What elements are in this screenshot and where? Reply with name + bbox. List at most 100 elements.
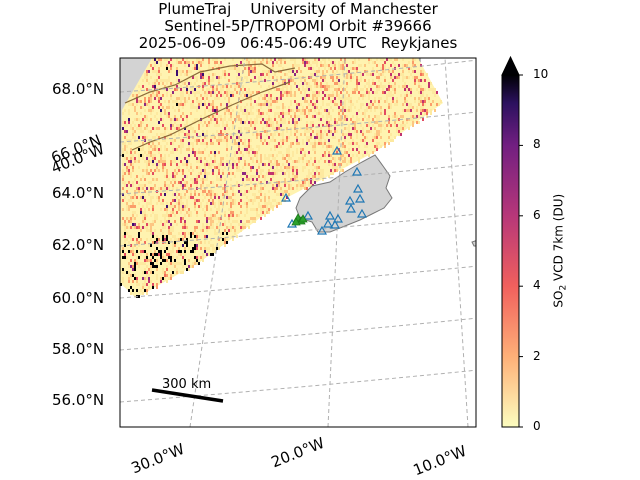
swath-pixel bbox=[208, 184, 210, 187]
swath-pixel bbox=[142, 250, 144, 253]
swath-pixel bbox=[166, 115, 168, 118]
swath-pixel bbox=[142, 292, 144, 295]
swath-pixel bbox=[416, 106, 418, 109]
swath-pixel bbox=[192, 181, 194, 184]
swath-pixel bbox=[130, 103, 132, 106]
swath-pixel bbox=[272, 205, 274, 208]
swath-pixel bbox=[176, 163, 178, 166]
swath-pixel bbox=[384, 64, 386, 67]
swath-pixel bbox=[394, 115, 396, 118]
swath-pixel bbox=[132, 196, 134, 199]
swath-pixel bbox=[178, 106, 180, 109]
swath-pixel bbox=[234, 151, 236, 154]
swath-pixel bbox=[292, 154, 294, 157]
swath-pixel bbox=[212, 193, 214, 196]
swath-pixel bbox=[246, 94, 248, 97]
swath-pixel bbox=[334, 73, 336, 76]
swath-pixel bbox=[294, 121, 296, 124]
swath-pixel bbox=[140, 130, 142, 133]
swath-pixel bbox=[176, 172, 178, 175]
swath-pixel bbox=[258, 79, 260, 82]
swath-pixel bbox=[132, 244, 134, 247]
swath-pixel bbox=[214, 64, 216, 67]
swath-pixel bbox=[248, 163, 250, 166]
swath-pixel bbox=[158, 67, 160, 70]
swath-pixel bbox=[288, 94, 290, 97]
swath-pixel bbox=[188, 169, 190, 172]
swath-pixel bbox=[284, 58, 286, 61]
swath-pixel bbox=[424, 100, 426, 103]
swath-pixel bbox=[156, 235, 158, 238]
swath-pixel bbox=[296, 151, 298, 154]
swath-pixel bbox=[326, 118, 328, 121]
swath-pixel bbox=[180, 217, 182, 220]
swath-pixel bbox=[150, 94, 152, 97]
swath-pixel bbox=[360, 88, 362, 91]
swath-pixel bbox=[156, 73, 158, 76]
swath-pixel bbox=[284, 139, 286, 142]
swath-pixel bbox=[302, 58, 304, 61]
swath-pixel bbox=[402, 76, 404, 79]
swath-pixel bbox=[368, 106, 370, 109]
swath-pixel bbox=[300, 118, 302, 121]
swath-pixel bbox=[196, 109, 198, 112]
swath-pixel bbox=[142, 154, 144, 157]
swath-pixel bbox=[198, 139, 200, 142]
swath-pixel bbox=[272, 175, 274, 178]
swath-pixel bbox=[270, 88, 272, 91]
swath-pixel bbox=[302, 181, 304, 184]
swath-pixel bbox=[258, 148, 260, 151]
swath-pixel bbox=[166, 259, 168, 262]
swath-pixel bbox=[368, 85, 370, 88]
swath-pixel bbox=[138, 148, 140, 151]
swath-pixel bbox=[140, 262, 142, 265]
swath-pixel bbox=[328, 130, 330, 133]
swath-pixel bbox=[170, 163, 172, 166]
swath-pixel bbox=[132, 169, 134, 172]
swath-pixel bbox=[278, 64, 280, 67]
swath-pixel bbox=[320, 157, 322, 160]
swath-pixel bbox=[350, 118, 352, 121]
swath-pixel bbox=[192, 121, 194, 124]
swath-pixel bbox=[288, 169, 290, 172]
swath-pixel bbox=[172, 205, 174, 208]
swath-pixel bbox=[134, 106, 136, 109]
swath-pixel bbox=[198, 91, 200, 94]
swath-pixel bbox=[258, 145, 260, 148]
swath-pixel bbox=[236, 184, 238, 187]
swath-pixel bbox=[224, 211, 226, 214]
swath-pixel bbox=[204, 190, 206, 193]
swath-pixel bbox=[132, 136, 134, 139]
swath-pixel bbox=[152, 91, 154, 94]
swath-pixel bbox=[282, 88, 284, 91]
swath-pixel bbox=[156, 178, 158, 181]
volcano-marker bbox=[324, 210, 336, 220]
swath-pixel bbox=[142, 106, 144, 109]
swath-pixel bbox=[324, 61, 326, 64]
swath-pixel bbox=[170, 151, 172, 154]
swath-pixel bbox=[256, 160, 258, 163]
swath-pixel bbox=[266, 121, 268, 124]
swath-pixel bbox=[214, 58, 216, 61]
swath-pixel bbox=[284, 157, 286, 160]
swath-pixel bbox=[380, 109, 382, 112]
swath-pixel bbox=[368, 79, 370, 82]
swath-pixel bbox=[158, 250, 160, 253]
swath-pixel bbox=[188, 145, 190, 148]
swath-pixel bbox=[306, 115, 308, 118]
swath-pixel bbox=[364, 139, 366, 142]
swath-pixel bbox=[178, 250, 180, 253]
swath-pixel bbox=[222, 85, 224, 88]
swath-pixel bbox=[294, 124, 296, 127]
swath-pixel bbox=[202, 208, 204, 211]
swath-pixel bbox=[246, 208, 248, 211]
swath-pixel bbox=[250, 97, 252, 100]
swath-pixel bbox=[154, 187, 156, 190]
swath-pixel bbox=[248, 139, 250, 142]
swath-pixel bbox=[218, 91, 220, 94]
swath-pixel bbox=[296, 139, 298, 142]
swath-pixel bbox=[192, 100, 194, 103]
swath-pixel bbox=[234, 154, 236, 157]
swath-pixel bbox=[212, 253, 214, 256]
swath-pixel bbox=[166, 220, 168, 223]
